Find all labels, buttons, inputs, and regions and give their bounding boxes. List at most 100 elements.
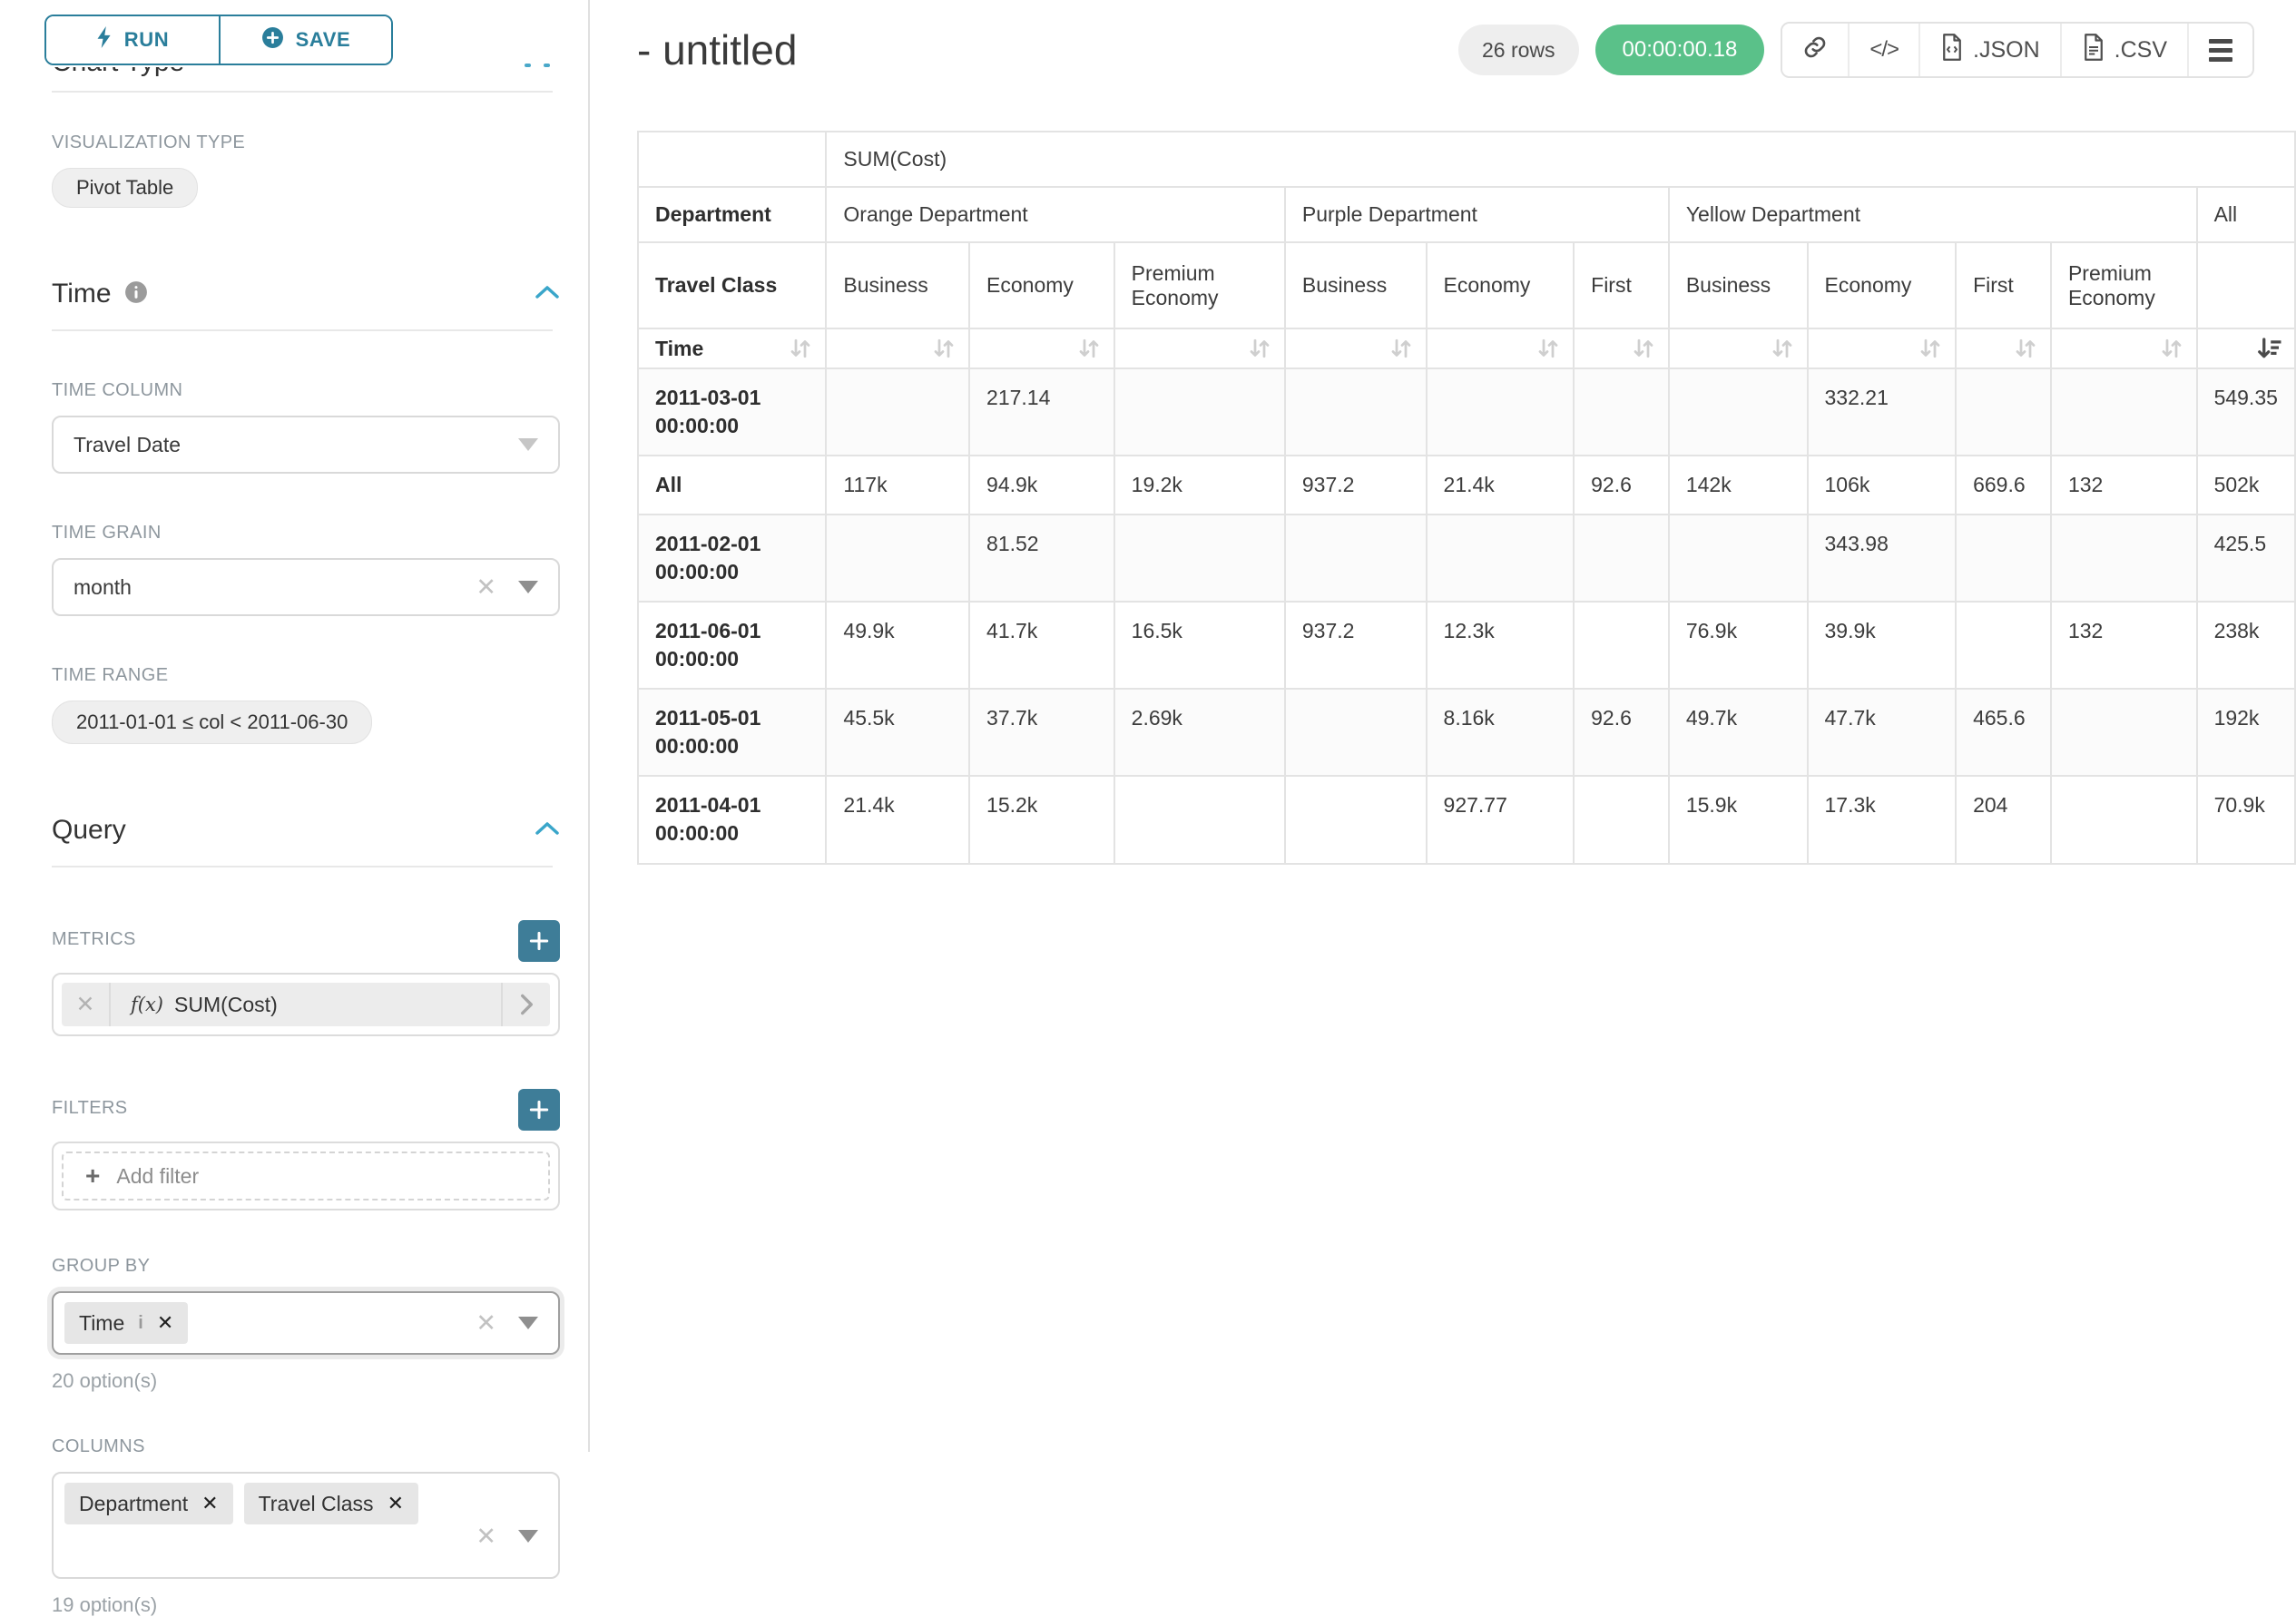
pivot-row: 2011-05-01 00:00:00 45.5k 37.7k 2.69k 8.16k 9…: [636, 688, 2296, 778]
chevron-down-icon[interactable]: [518, 581, 538, 593]
clear-icon[interactable]: ✕: [476, 573, 496, 601]
pivot-row-label: 2011-02-01 00:00:00: [636, 514, 828, 603]
code-icon: </>: [1869, 37, 1899, 62]
pivot-cell: [1955, 514, 2052, 603]
export-json-button[interactable]: .JSON: [1918, 24, 2060, 76]
sort-toggle-cell[interactable]: [825, 328, 971, 369]
pivot-cell: [2049, 775, 2198, 865]
pivot-row-label: All: [636, 455, 828, 516]
sort-descending-active-icon[interactable]: [2256, 335, 2283, 362]
collapse-chevron-icon[interactable]: [535, 821, 560, 840]
pivot-cell: 204: [1955, 775, 2052, 865]
group-by-options-hint: 20 option(s): [52, 1369, 158, 1392]
clear-icon[interactable]: ✕: [476, 1308, 496, 1337]
sort-arrows-icon[interactable]: [787, 335, 814, 362]
pivot-corner-cell: [636, 131, 828, 188]
add-filter-plus-button[interactable]: [518, 1089, 560, 1131]
sort-arrows-icon[interactable]: [1075, 335, 1103, 362]
view-query-button[interactable]: </>: [1848, 24, 1919, 76]
chevron-down-icon[interactable]: [518, 1317, 538, 1329]
columns-select[interactable]: Department ✕ Travel Class ✕ ✕: [52, 1472, 560, 1579]
clear-icon[interactable]: ✕: [476, 1522, 496, 1550]
pivot-cell: 669.6: [1955, 455, 2052, 516]
sort-toggle-cell[interactable]: [1806, 328, 1957, 369]
pivot-cell: [1573, 775, 1670, 865]
export-toolbar: </> .JSON .CSV: [1781, 22, 2254, 78]
pivot-cell: 49.7k: [1667, 688, 1809, 778]
sort-toggle-cell[interactable]: [1955, 328, 2052, 369]
pivot-cell: [1573, 601, 1670, 691]
pivot-cell: 81.52: [968, 514, 1115, 603]
pivot-colgroup-header: Purple Department: [1283, 186, 1670, 243]
sort-arrows-icon[interactable]: [1769, 335, 1796, 362]
sort-arrows-icon[interactable]: [1388, 335, 1415, 362]
group-by-select[interactable]: Time i ✕ ✕: [52, 1291, 560, 1355]
sort-toggle-cell[interactable]: [1667, 328, 1809, 369]
pivot-cell: [1425, 367, 1575, 457]
collapse-chevron-icon[interactable]: [535, 285, 560, 304]
pivot-col-header: Business: [1283, 241, 1428, 329]
menu-button[interactable]: [2187, 24, 2252, 76]
sort-arrows-icon[interactable]: [930, 335, 957, 362]
metric-pill[interactable]: ✕ f(x) SUM(Cost): [62, 983, 550, 1026]
csv-file-icon: [2082, 33, 2105, 67]
add-metric-button[interactable]: [518, 920, 560, 962]
control-panel: Chart Type RUN SAVE VISUALIZATION TYPE P…: [0, 0, 590, 1616]
sort-arrows-icon[interactable]: [2158, 335, 2185, 362]
visualization-type-chip[interactable]: Pivot Table: [52, 168, 199, 208]
chevron-down-icon[interactable]: [518, 438, 538, 451]
export-csv-button[interactable]: .CSV: [2059, 24, 2187, 76]
columns-tag: Department ✕: [64, 1483, 233, 1524]
run-button[interactable]: RUN: [46, 16, 219, 64]
pivot-col-header: First: [1955, 241, 2052, 329]
share-link-button[interactable]: [1782, 24, 1849, 76]
chart-title[interactable]: - untitled: [637, 26, 798, 74]
chevron-down-icon[interactable]: [518, 1530, 538, 1543]
save-button[interactable]: SAVE: [219, 16, 391, 64]
time-grain-select[interactable]: month ✕: [52, 558, 560, 616]
sort-arrows-icon[interactable]: [1630, 335, 1657, 362]
pivot-cell: [1425, 514, 1575, 603]
columns-label: COLUMNS: [52, 1436, 145, 1456]
tag-label: Travel Class: [258, 1491, 374, 1515]
query-section-header: Query: [52, 815, 560, 846]
pivot-cell: 502k: [2195, 455, 2296, 516]
pivot-cell: 92.6: [1573, 688, 1670, 778]
info-icon: [124, 280, 148, 309]
remove-tag-icon[interactable]: ✕: [201, 1492, 219, 1514]
sort-toggle-cell[interactable]: [1573, 328, 1670, 369]
remove-tag-icon[interactable]: ✕: [156, 1311, 174, 1334]
sort-toggle-cell[interactable]: [1425, 328, 1575, 369]
remove-tag-icon[interactable]: ✕: [387, 1492, 404, 1514]
sort-toggle-cell[interactable]: [1283, 328, 1428, 369]
time-range-chip[interactable]: 2011-01-01 ≤ col < 2011-06-30: [52, 701, 373, 744]
link-icon: [1802, 34, 1828, 66]
remove-metric-icon[interactable]: ✕: [62, 983, 111, 1026]
sort-arrows-icon[interactable]: [1246, 335, 1273, 362]
add-filter-button[interactable]: + Add filter: [62, 1152, 550, 1200]
pivot-cell: 92.6: [1573, 455, 1670, 516]
sort-arrows-icon[interactable]: [2012, 335, 2039, 362]
sort-arrows-icon[interactable]: [1917, 335, 1944, 362]
pivot-col-header: Business: [825, 241, 971, 329]
run-save-button-group: RUN SAVE: [44, 15, 393, 65]
pivot-cell: [1283, 775, 1428, 865]
pivot-cell: 21.4k: [1425, 455, 1575, 516]
pivot-cell: 132: [2049, 455, 2198, 516]
plus-circle-icon: [261, 26, 284, 54]
sort-arrows-icon[interactable]: [1535, 335, 1562, 362]
sort-toggle-cell[interactable]: [2049, 328, 2198, 369]
columns-tag: Travel Class ✕: [243, 1483, 418, 1524]
sort-toggle-cell[interactable]: [1113, 328, 1286, 369]
sort-toggle-cell[interactable]: [2195, 328, 2296, 369]
pivot-cell: [1283, 367, 1428, 457]
pivot-cell: 117k: [825, 455, 971, 516]
group-by-label: GROUP BY: [52, 1256, 151, 1276]
pivot-time-dim-label[interactable]: Time: [636, 328, 828, 369]
time-column-select[interactable]: Travel Date: [52, 416, 560, 474]
pivot-col-header: Premium Economy: [2049, 241, 2198, 329]
chevron-right-icon[interactable]: [501, 983, 550, 1026]
pivot-cell: [1113, 367, 1286, 457]
sort-toggle-cell[interactable]: [968, 328, 1115, 369]
